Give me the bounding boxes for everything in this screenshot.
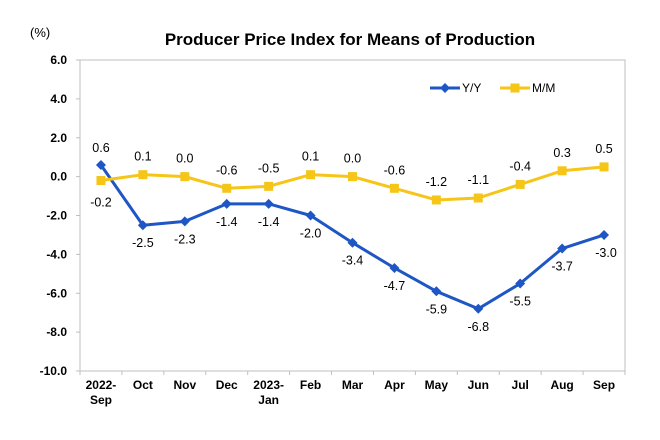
data-point-mm	[138, 170, 148, 180]
data-point-mm	[599, 162, 609, 172]
data-label-mm: 0.5	[595, 142, 612, 156]
data-label-yy: -2.3	[174, 232, 196, 246]
y-tick-label: 2.0	[50, 131, 67, 145]
data-label-yy: -3.4	[342, 254, 364, 268]
data-label-mm: -0.6	[216, 163, 238, 177]
x-tick-label: Sep	[593, 378, 615, 392]
legend-label: Y/Y	[462, 81, 481, 95]
data-point-yy	[473, 303, 484, 314]
y-tick-label: -6.0	[46, 286, 67, 300]
data-label-mm: -1.1	[467, 173, 489, 187]
x-tick-label: Apr	[384, 378, 405, 392]
data-label-yy: -6.8	[467, 320, 489, 334]
data-point-yy	[389, 262, 400, 273]
data-label-yy: -3.7	[551, 260, 573, 274]
x-tick-label: Jun	[468, 378, 489, 392]
data-label-yy: -5.5	[509, 295, 531, 309]
data-label-mm: 0.0	[176, 152, 193, 166]
data-point-mm	[180, 172, 190, 182]
data-point-mm	[431, 195, 441, 205]
data-label-yy: -4.7	[384, 279, 406, 293]
data-label-mm: 0.1	[134, 150, 151, 164]
legend-marker-square	[510, 83, 520, 93]
x-tick-label: Mar	[342, 378, 364, 392]
data-label-mm: 0.1	[302, 150, 319, 164]
x-tick-label: 2022-Sep	[86, 378, 117, 407]
series-layer	[95, 159, 610, 314]
y-tick-label: -10.0	[40, 364, 68, 378]
x-tick-label: Feb	[300, 378, 321, 392]
data-labels: 0.6 -2.5 -2.3 -1.4 -1.4 -2.0 -3.4 -4.7 -5.9 -6.8 -…	[90, 141, 617, 334]
data-label-yy: -1.4	[216, 215, 238, 229]
data-point-yy	[179, 216, 190, 227]
axes: 6.0 4.0 2.0 0.0 -2.0 -4.0 -6.0 -8.0 -10.0 2022-Se…	[40, 53, 626, 407]
data-point-mm	[557, 166, 567, 176]
data-label-mm: -0.5	[258, 161, 280, 175]
y-tick-label: -8.0	[46, 325, 67, 339]
data-label-mm: -0.4	[509, 159, 531, 173]
x-tick-label: Oct	[133, 378, 153, 392]
x-tick-label: Jul	[512, 378, 529, 392]
y-tick-label: 6.0	[50, 53, 67, 67]
data-label-mm: 0.3	[553, 146, 570, 160]
legend-marker-diamond	[440, 83, 450, 93]
legend-label: M/M	[532, 81, 555, 95]
data-point-mm	[515, 179, 525, 189]
data-label-mm: -0.2	[90, 196, 112, 210]
data-point-yy	[599, 229, 610, 240]
data-label-yy: -2.0	[300, 227, 322, 241]
data-point-yy	[557, 243, 568, 254]
data-point-mm	[96, 176, 106, 186]
data-point-mm	[264, 181, 274, 191]
data-point-mm	[389, 183, 399, 193]
data-label-mm: 0.0	[344, 152, 361, 166]
x-tick-label: May	[425, 378, 449, 392]
y-tick-label: -4.0	[46, 247, 67, 261]
y-axis-unit: (%)	[30, 25, 50, 40]
data-point-yy	[95, 159, 106, 170]
y-tick-label: 0.0	[50, 170, 67, 184]
data-point-yy	[347, 237, 358, 248]
x-tick-label: Aug	[550, 378, 573, 392]
data-label-yy: -5.9	[426, 302, 448, 316]
data-point-yy	[137, 220, 148, 231]
x-tick-label: 2023-Jan	[253, 378, 284, 407]
plot-area-border	[79, 59, 626, 372]
data-label-yy: 0.6	[92, 141, 109, 155]
data-point-mm	[222, 183, 232, 193]
data-point-yy	[221, 198, 232, 209]
data-point-yy	[515, 278, 526, 289]
y-tick-label: -2.0	[46, 209, 67, 223]
legend: Y/Y M/M	[430, 81, 555, 95]
data-point-mm	[473, 193, 483, 203]
data-label-yy: -2.5	[132, 236, 154, 250]
data-label-yy: -3.0	[595, 246, 617, 260]
data-label-mm: -0.6	[384, 163, 406, 177]
y-tick-label: 4.0	[50, 92, 67, 106]
chart-title: Producer Price Index for Means of Produc…	[165, 30, 535, 49]
data-point-mm	[306, 170, 316, 180]
data-point-yy	[263, 198, 274, 209]
x-tick-label: Dec	[216, 378, 238, 392]
data-point-yy	[305, 210, 316, 221]
data-label-mm: -1.2	[426, 175, 448, 189]
x-tick-label: Nov	[173, 378, 196, 392]
data-label-yy: -1.4	[258, 215, 280, 229]
data-point-mm	[348, 172, 357, 182]
data-point-yy	[431, 286, 442, 297]
